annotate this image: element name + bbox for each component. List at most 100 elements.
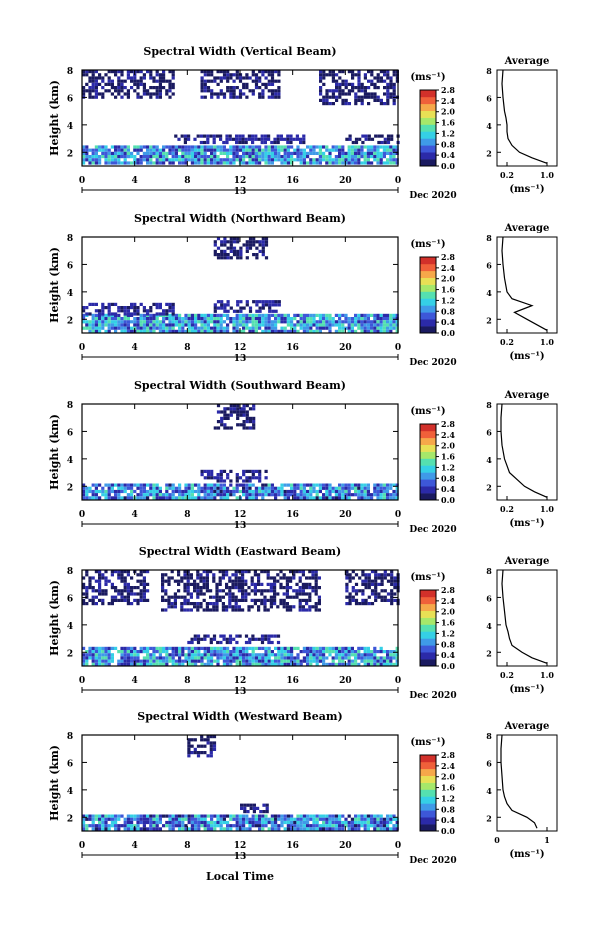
heatmap-cell [322,323,326,327]
heatmap-cell [345,137,349,141]
heatmap-cell [117,496,121,500]
heatmap-cell [142,158,146,162]
heatmap-cell [120,155,124,159]
y-axis-label: Height (km) [48,80,61,156]
heatmap-cell [325,326,329,330]
heatmap-cell [130,306,134,310]
heatmap-cell [197,483,201,487]
heatmap-cell [293,493,297,497]
heatmap-cell [107,824,111,828]
heatmap-cell [200,151,204,155]
heatmap-cell [293,317,297,321]
heatmap-cell [243,810,247,814]
heatmap-cell [393,592,397,596]
heatmap-cell [358,137,362,141]
heatmap-cell [245,303,249,307]
heatmap-cell [301,598,305,602]
heatmap-cell [189,582,193,586]
heatmap-cell [107,151,111,155]
heatmap-cell [296,653,300,657]
heatmap-cell [258,145,262,149]
heatmap-cell [258,243,262,247]
heatmap-cell [325,89,329,93]
heatmap-cell [354,323,358,327]
heatmap-cell [366,486,370,490]
heatmap-cell [299,158,303,162]
heatmap-cell [158,86,162,90]
heatmap-cell [165,814,169,818]
heatmap-cell [171,76,175,80]
heatmap-cell [203,323,207,327]
heatmap-cell [363,320,367,324]
heatmap-cell [338,496,342,500]
heatmap-cell [285,605,289,609]
heatmap-cell [114,817,118,821]
heatmap-cell [193,586,197,590]
heatmap-cell [270,95,275,99]
heatmap-cell [120,573,124,577]
heatmap-cell [85,570,89,574]
heatmap-cell [117,317,121,321]
heatmap-cell [322,656,326,660]
heatmap-cell [232,309,237,313]
heatmap-cell [152,161,156,165]
heatmap-cell [187,659,191,663]
heatmap-cell [254,317,258,321]
heatmap-cell [85,312,89,316]
heatmap-cell [238,646,242,650]
heatmap-cell [142,570,146,574]
heatmap-cell [94,70,98,74]
heatmap-cell [270,76,275,80]
heatmap-cell [168,145,172,149]
heatmap-cell [298,608,302,612]
heatmap-cell [254,820,258,825]
heatmap-cell [146,662,150,666]
heatmap-cell [213,489,217,494]
heatmap-cell [328,827,332,831]
heatmap-cell [184,659,188,663]
heatmap-cell [260,140,264,145]
heatmap-cell [91,158,95,162]
heatmap-cell [91,586,95,590]
heatmap-cell [203,151,207,155]
heatmap-cell [165,489,169,494]
heatmap-cell [245,161,249,165]
heatmap-cell [107,70,111,74]
heatmap-cell [200,637,204,641]
day-label: 13 [234,187,247,197]
heatmap-cell [328,814,332,818]
heatmap-cell [373,155,377,159]
heatmap-cell [274,820,278,825]
heatmap-cell [370,92,374,96]
heatmap-cell [274,151,278,155]
heatmap-cell [318,653,322,657]
heatmap-cell [334,653,338,657]
heatmap-cell [139,650,143,654]
heatmap-cell [302,134,306,138]
heatmap-cell [139,145,143,149]
heatmap-cell [110,659,114,663]
heatmap-cell [258,95,262,99]
heatmap-cell [91,646,95,650]
heatmap-cell [286,137,290,141]
heatmap-cell [251,653,255,657]
heatmap-cell [168,656,172,660]
heatmap-cell [136,659,140,663]
heatmap-cell [168,496,172,500]
heatmap-cell [158,320,162,324]
heatmap-cell [171,817,175,821]
heatmap-cell [392,489,396,494]
heatmap-cell [235,134,239,138]
heatmap-cell [142,576,146,580]
heatmap-cell [366,496,370,500]
heatmap-cell [231,608,235,612]
heatmap-cell [226,86,230,90]
heatmap-cell [203,73,207,77]
heatmap-cell [130,302,134,306]
heatmap-cell [379,646,383,650]
heatmap-cell [328,161,332,165]
heatmap-cell [174,148,178,152]
heatmap-cell [200,814,204,818]
heatmap-cell [139,158,143,162]
heatmap-cell [229,407,233,411]
